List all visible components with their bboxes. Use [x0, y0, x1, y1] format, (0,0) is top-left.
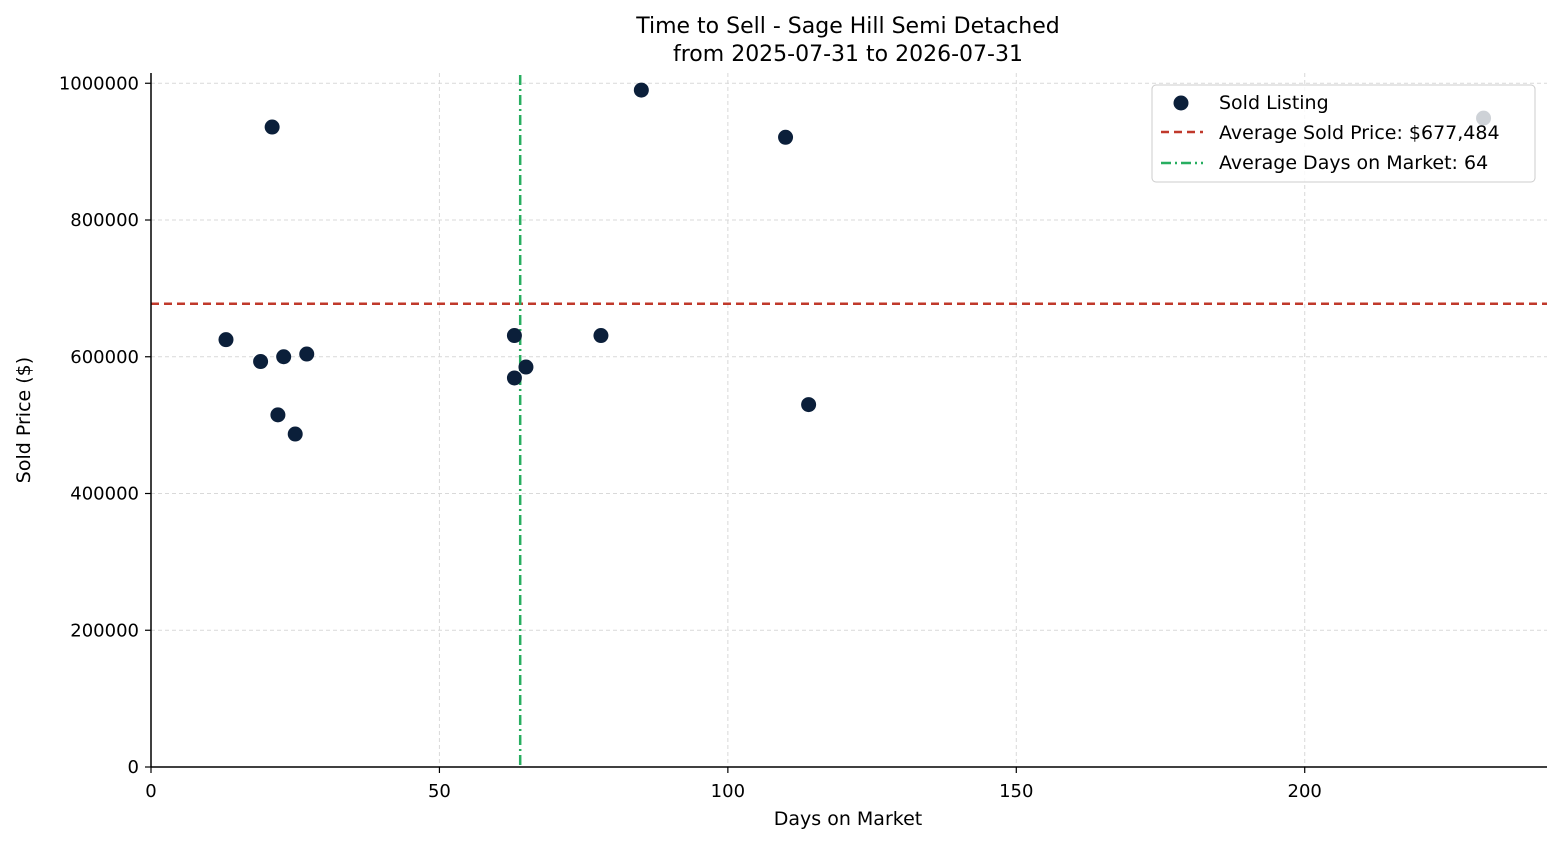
sold-listing-point: [299, 346, 315, 362]
y-axis-label: Sold Price ($): [13, 357, 35, 483]
x-axis-label: Days on Market: [774, 808, 922, 830]
chart-subtitle: from 2025-07-31 to 2026-07-31: [673, 42, 1023, 67]
x-tick-label: 100: [711, 781, 745, 802]
legend-label-average-days: Average Days on Market: 64: [1219, 152, 1488, 174]
sold-listing-point: [801, 397, 817, 413]
x-tick-label: 50: [428, 781, 451, 802]
sold-listing-point: [264, 119, 280, 135]
sold-listing-point: [633, 82, 649, 98]
sold-listing-point: [778, 129, 794, 145]
sold-listing-point: [518, 359, 534, 375]
sold-listing-point: [506, 328, 522, 344]
y-tick-label: 400000: [70, 484, 139, 505]
sold-listing-point: [506, 370, 522, 386]
chart-title: Time to Sell - Sage Hill Semi Detached: [635, 14, 1060, 39]
sold-listing-point: [253, 354, 269, 370]
y-tick-label: 0: [128, 757, 139, 778]
y-tick-label: 1000000: [59, 73, 139, 94]
y-tick-label: 200000: [70, 620, 139, 641]
y-tick-label: 800000: [70, 210, 139, 231]
y-tick-label: 600000: [70, 347, 139, 368]
legend: Sold Listing Average Sold Price: $677,48…: [1151, 84, 1536, 183]
x-axis-ticks: 0 50 100 150 200: [145, 767, 1322, 802]
y-axis-ticks: 0 200000 400000 600000 800000 1000000: [59, 73, 151, 778]
legend-marker-sold-listing: [1173, 95, 1189, 111]
x-tick-label: 200: [1288, 781, 1322, 802]
x-tick-label: 0: [145, 781, 156, 802]
legend-label-sold-listing: Sold Listing: [1219, 92, 1329, 114]
sold-listing-point: [218, 332, 234, 348]
grid: [151, 73, 1547, 767]
sold-listing-point: [287, 426, 303, 442]
legend-box: [1151, 84, 1536, 183]
sold-listing-point: [276, 349, 292, 365]
sold-listing-point: [270, 407, 286, 423]
sold-listing-point: [593, 328, 609, 344]
x-tick-label: 150: [999, 781, 1033, 802]
legend-label-average-price: Average Sold Price: $677,484: [1219, 122, 1500, 144]
reference-lines: [151, 75, 1547, 767]
